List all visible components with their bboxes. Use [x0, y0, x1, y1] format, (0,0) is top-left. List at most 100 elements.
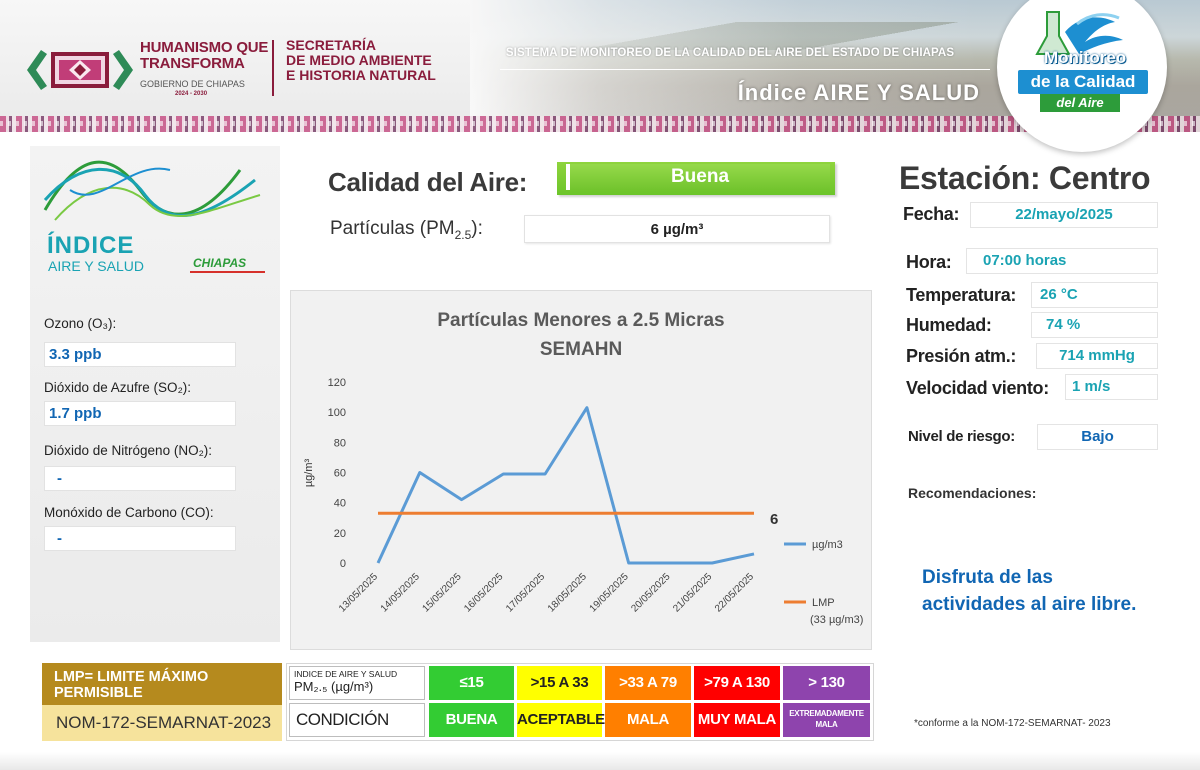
scale-cond-muy-mala: MUY MALA [694, 703, 780, 737]
humedad-label: Humedad: [906, 315, 992, 335]
pm25-label-main: Partículas (PM [330, 218, 455, 239]
pm25-value: 6 µg/m³ [524, 215, 830, 243]
pm25-label-end: ): [471, 218, 483, 239]
pm25-label-sub: 2.5 [454, 227, 472, 242]
chart-y-axis-label: µg/m³ [303, 458, 315, 487]
y-tick-label: 100 [328, 407, 346, 419]
x-tick-label: 20/05/2025 [629, 571, 672, 614]
presion-value: 714 mmHg [1036, 343, 1158, 369]
gov-name: GOBIERNO DE CHIAPAS [140, 79, 245, 89]
y-tick-label: 60 [334, 468, 346, 480]
secretaria-line2: DE MEDIO AMBIENTE [286, 52, 432, 68]
ozono-value: 3.3 ppb [44, 342, 236, 367]
recomendaciones-panel [893, 474, 1178, 642]
no2-label: Dióxido de Nitrógeno (NO₂): [44, 443, 213, 458]
x-axis-ticks: 13/05/202514/05/202515/05/202516/05/2025… [337, 571, 756, 614]
scale-header-cell: INDICE DE AIRE Y SALUD PM₂.₅ (µg/m³) [289, 666, 425, 700]
header-rule [500, 69, 990, 70]
system-title: SISTEMA DE MONITOREO DE LA CALIDAD DEL A… [505, 47, 955, 59]
chart-panel [290, 290, 872, 650]
indice-logo-title: ÍNDICE [47, 232, 135, 259]
hora-label: Hora: [906, 252, 952, 272]
lmp-definition-line2: PERMISIBLE [54, 685, 143, 701]
fecha-value: 22/mayo/2025 [970, 202, 1158, 228]
y-tick-label: 40 [334, 498, 346, 510]
no2-value: - [44, 466, 236, 491]
presion-label: Presión atm.: [906, 346, 1017, 366]
monitoreo-line2: de la Calidad [1018, 70, 1148, 94]
gobierno-chiapas-logo [27, 50, 133, 90]
scale-range-buena: ≤15 [429, 666, 514, 700]
so2-value: 1.7 ppb [44, 401, 236, 426]
x-tick-label: 18/05/2025 [546, 571, 589, 614]
velocidad-value: 1 m/s [1065, 374, 1158, 400]
lmp-norm: NOM-172-SEMARNAT-2023 [42, 705, 282, 741]
riesgo-value: Bajo [1037, 424, 1158, 450]
scale-cond-aceptable: ACEPTABLE [517, 703, 605, 737]
chart-title-line2: SEMAHN [540, 339, 622, 360]
gov-slogan-line1: HUMANISMO QUE [140, 39, 269, 56]
x-tick-label: 16/05/2025 [462, 571, 505, 614]
scale-range-extremadamente-mala: > 130 [783, 666, 870, 700]
co-label: Monóxido de Carbono (CO): [44, 505, 214, 520]
series-line-ugm3 [376, 406, 755, 565]
scale-header-line2: PM₂.₅ (µg/m³) [294, 679, 374, 694]
scale-range-aceptable: >15 A 33 [517, 666, 602, 700]
riesgo-label: Nivel de riesgo: [908, 428, 1015, 445]
scale-cond-extremadamente-mala: EXTREMADAMENTE MALA [783, 703, 870, 737]
footnote: *conforme a la NOM-172-SEMARNAT- 2023 [914, 718, 1111, 729]
scale-range-mala: >33 A 79 [605, 666, 691, 700]
secretaria-name: SECRETARÍA DE MEDIO AMBIENTE E HISTORIA … [286, 38, 436, 83]
temperatura-label: Temperatura: [906, 285, 1017, 305]
indice-wave-logo [43, 160, 261, 221]
scale-header-line1: INDICE DE AIRE Y SALUD [294, 669, 398, 679]
x-tick-label: 17/05/2025 [504, 571, 547, 614]
header-divider [272, 40, 274, 96]
x-tick-label: 13/05/2025 [337, 571, 380, 614]
lmp-annotation: 6 [770, 511, 778, 528]
x-tick-label: 15/05/2025 [420, 571, 463, 614]
secretaria-line1: SECRETARÍA [286, 37, 376, 53]
y-tick-label: 0 [340, 558, 346, 570]
estacion-title: Estación: Centro [899, 160, 1151, 196]
indice-logo-underline [190, 271, 265, 273]
flask-wave-icon [1035, 11, 1123, 55]
index-title: Índice AIRE Y SALUD [737, 80, 980, 105]
legend-label-lmp: LMP [812, 597, 835, 609]
legend-label-ugm3: µg/m3 [812, 539, 843, 551]
indice-logo-subtitle: AIRE Y SALUD [48, 258, 144, 274]
lmp-definition-line1: LMP= LIMITE MÁXIMO [54, 669, 209, 685]
temperatura-value: 26 °C [1031, 282, 1158, 308]
co-value: - [44, 526, 236, 551]
x-tick-label: 22/05/2025 [713, 571, 756, 614]
chart-legend: µg/m3 LMP (33 µg/m3) [784, 539, 863, 626]
gov-slogan-line2: TRANSFORMA [140, 55, 245, 72]
scale-cond-buena: BUENA [429, 703, 514, 737]
gov-slogan: HUMANISMO QUE TRANSFORMA [140, 40, 268, 72]
pm25-line-chart: Partículas Menores a 2.5 Micras SEMAHN µ… [303, 310, 863, 626]
scale-range-muy-mala: >79 A 130 [694, 666, 780, 700]
x-tick-label: 21/05/2025 [671, 571, 714, 614]
scale-condition-label: CONDICIÓN [289, 703, 425, 737]
pm25-label: Partículas (PM2.5): [330, 218, 483, 242]
decorative-pattern-dots [0, 121, 1200, 126]
chart-series [376, 406, 755, 565]
velocidad-label: Velocidad viento: [906, 378, 1049, 398]
secretaria-line3: E HISTORIA NATURAL [286, 67, 436, 83]
y-tick-label: 80 [334, 437, 346, 449]
recomendaciones-title: Recomendaciones: [908, 485, 1037, 501]
legend-label-lmp-value: (33 µg/m3) [810, 614, 863, 626]
indice-logo-chiapas: CHIAPAS [193, 256, 247, 270]
monitoreo-line3: del Aire [1040, 94, 1120, 112]
calidad-aire-label: Calidad del Aire: [328, 167, 528, 197]
monitoreo-line1: Monitoreo [1044, 48, 1127, 67]
bottom-strip [0, 752, 1200, 770]
fecha-label: Fecha: [903, 204, 960, 224]
lmp-definition: LMP= LIMITE MÁXIMO PERMISIBLE [42, 663, 282, 705]
gov-years: 2024 - 2030 [175, 91, 208, 97]
x-tick-label: 19/05/2025 [588, 571, 631, 614]
hora-value: 07:00 horas [966, 248, 1158, 274]
y-axis-ticks: 0 20 40 60 80 100 120 [328, 377, 346, 570]
y-tick-label: 120 [328, 377, 346, 389]
x-tick-label: 14/05/2025 [379, 571, 422, 614]
